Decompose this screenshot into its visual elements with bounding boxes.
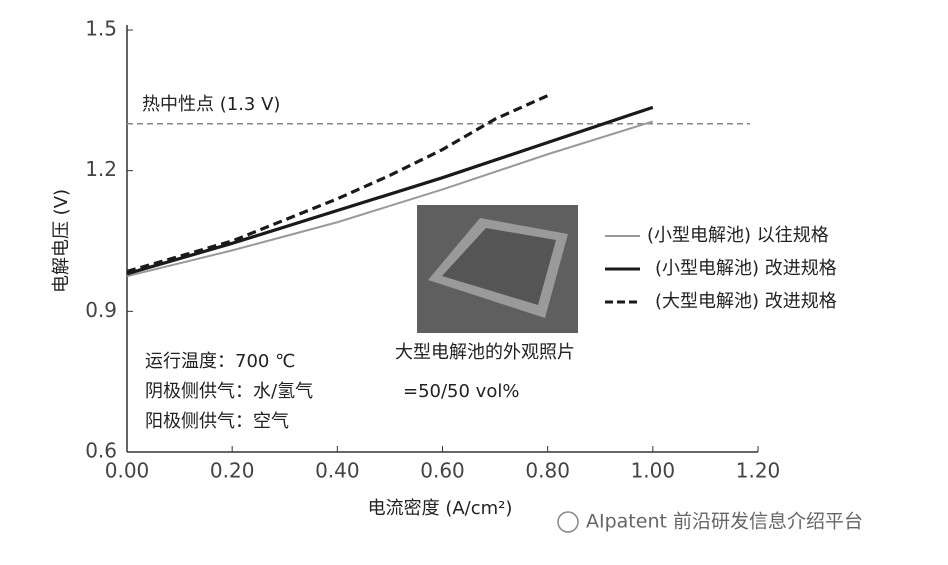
x-tick-label: 1.20 bbox=[736, 459, 781, 483]
x-axis-label: 电流密度 (A/cm²) bbox=[368, 498, 513, 519]
x-tick-label: 0.60 bbox=[420, 459, 465, 483]
watermark-icon bbox=[557, 511, 579, 533]
x-tick-label: 0.00 bbox=[105, 459, 150, 483]
annotation: 运行温度：700 ℃ bbox=[145, 351, 295, 372]
photo-caption: 大型电解池的外观照片 bbox=[395, 342, 575, 363]
x-tick-label: 0.40 bbox=[315, 459, 360, 483]
reference-label: 热中性点 (1.3 V) bbox=[142, 94, 280, 115]
series-line bbox=[126, 120, 654, 278]
x-tick-label: 1.00 bbox=[631, 459, 676, 483]
y-tick-label: 1.2 bbox=[85, 157, 117, 181]
legend-label: (小型电解池) 以往规格 bbox=[647, 225, 829, 246]
series-line bbox=[126, 105, 654, 276]
y-tick-label: 0.6 bbox=[85, 439, 117, 463]
x-tick-label: 0.80 bbox=[525, 459, 570, 483]
y-axis-label: 电解电压 (V) bbox=[51, 189, 72, 293]
y-tick-label: 0.9 bbox=[85, 298, 117, 322]
annotation: 阴极侧供气：水/氢气 bbox=[145, 381, 313, 402]
y-tick-label: 1.5 bbox=[85, 17, 117, 41]
photo-cell bbox=[442, 228, 556, 305]
annotation: =50/50 vol% bbox=[403, 381, 519, 402]
legend-label: (小型电解池) 改进规格 bbox=[655, 258, 837, 279]
series-line bbox=[126, 94, 549, 274]
watermark: AIpatent 前沿研发信息介绍平台 bbox=[586, 511, 863, 533]
x-tick-label: 0.20 bbox=[210, 459, 255, 483]
legend-label: (大型电解池) 改进规格 bbox=[655, 291, 837, 312]
annotation: 阳极侧供气：空气 bbox=[145, 411, 289, 432]
